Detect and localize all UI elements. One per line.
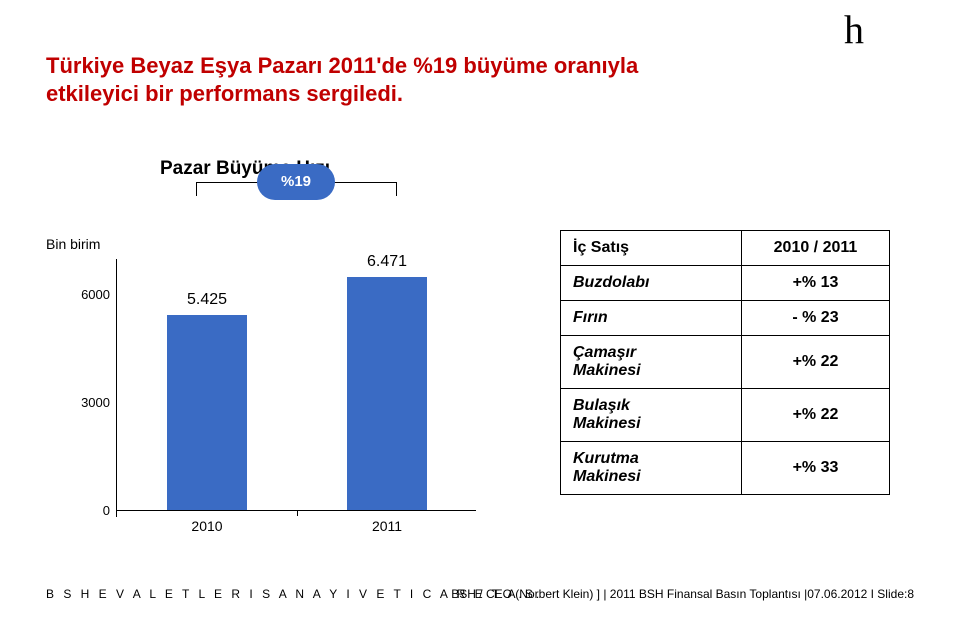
table-header-label: İç Satış [561, 231, 742, 266]
y-tick-mark [116, 403, 117, 409]
table-row-value: +% 22 [741, 389, 889, 442]
table-row: Buzdolabı+% 13 [561, 266, 890, 301]
bar-value-label: 6.471 [327, 253, 447, 271]
table-row: KurutmaMakinesi+% 33 [561, 442, 890, 495]
y-axis-label: Bin birim [46, 236, 100, 252]
bar [347, 277, 426, 510]
slide: h Türkiye Beyaz Eşya Pazarı 2011'de %19 … [0, 0, 960, 625]
bar-value-label: 5.425 [147, 291, 267, 309]
bracket-right [396, 182, 397, 196]
table-row: Fırın- % 23 [561, 301, 890, 336]
table-row: BulaşıkMakinesi+% 22 [561, 389, 890, 442]
footer-right: BSH / CEO (Norbert Klein) ] | 2011 BSH F… [451, 587, 914, 601]
table-row-value: - % 23 [741, 301, 889, 336]
x-category-label: 2011 [327, 518, 447, 534]
x-category-label: 2010 [147, 518, 267, 534]
y-tick-mark [116, 295, 117, 301]
sales-table: İç Satış 2010 / 2011 Buzdolabı+% 13Fırın… [560, 230, 890, 495]
table-row-label: ÇamaşırMakinesi [561, 336, 742, 389]
table-header-row: İç Satış 2010 / 2011 [561, 231, 890, 266]
title-line-2: etkileyici bir performans sergiledi. [46, 81, 403, 106]
corner-mark: h [844, 6, 864, 53]
growth-pill: %19 [257, 164, 335, 200]
table-row-value: +% 22 [741, 336, 889, 389]
table-row-label: KurutmaMakinesi [561, 442, 742, 495]
bar [167, 315, 246, 510]
table-row-value: +% 33 [741, 442, 889, 495]
growth-callout: %19 [116, 156, 476, 194]
y-tick-label: 6000 [81, 287, 110, 302]
title-line-1: Türkiye Beyaz Eşya Pazarı 2011'de %19 bü… [46, 53, 638, 78]
table-body: Buzdolabı+% 13Fırın- % 23ÇamaşırMakinesi… [561, 266, 890, 495]
bracket-left [196, 182, 197, 196]
y-tick-label: 0 [103, 503, 110, 518]
y-tick-label: 3000 [81, 395, 110, 410]
table-row-value: +% 13 [741, 266, 889, 301]
table-header-value: 2010 / 2011 [741, 231, 889, 266]
plot-area: 5.42520106.4712011 [116, 259, 476, 511]
x-tick-mark [297, 510, 298, 516]
table-row: ÇamaşırMakinesi+% 22 [561, 336, 890, 389]
page-title: Türkiye Beyaz Eşya Pazarı 2011'de %19 bü… [46, 52, 638, 107]
table-row-label: Fırın [561, 301, 742, 336]
y-tick-mark [116, 511, 117, 517]
table-row-label: Buzdolabı [561, 266, 742, 301]
table-row-label: BulaşıkMakinesi [561, 389, 742, 442]
